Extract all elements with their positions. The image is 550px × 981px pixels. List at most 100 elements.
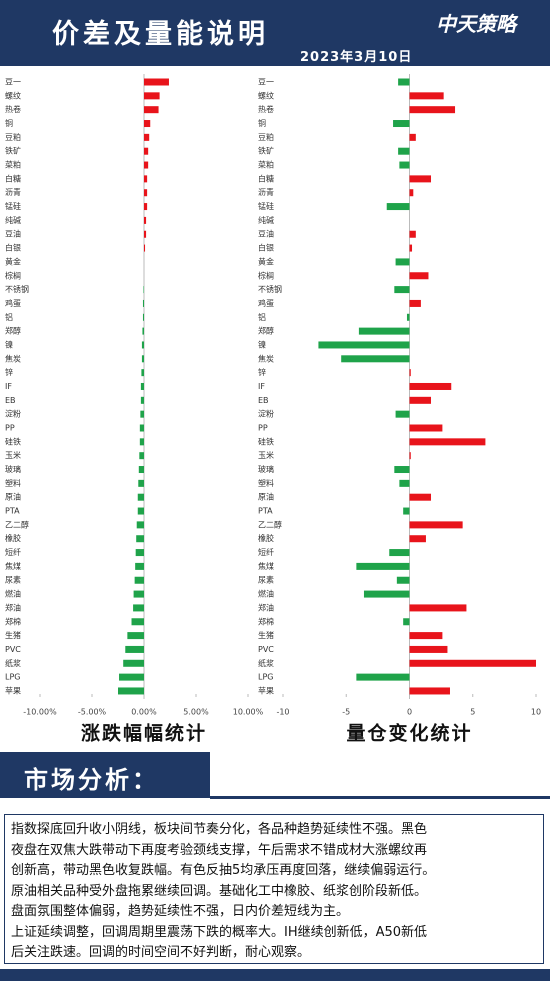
category-label: 棕榈 bbox=[258, 270, 274, 280]
bar bbox=[144, 189, 148, 197]
bar bbox=[119, 673, 144, 681]
bar bbox=[144, 203, 148, 211]
analysis-line: 夜盘在双焦大跌带动下再度考验颈线支撑，午后需求不错成材大涨螺纹再 bbox=[11, 842, 428, 858]
bar bbox=[144, 161, 149, 169]
bar bbox=[356, 562, 410, 570]
bar bbox=[136, 521, 144, 529]
bar bbox=[141, 369, 144, 377]
category-label: 豆一 bbox=[258, 78, 274, 87]
category-label: 铁矿 bbox=[5, 146, 21, 156]
bar bbox=[135, 549, 144, 557]
category-label: 郑棉 bbox=[5, 616, 21, 626]
category-label: 沥青 bbox=[258, 187, 274, 197]
bar bbox=[409, 230, 416, 238]
bar bbox=[133, 604, 144, 612]
bar bbox=[403, 507, 410, 515]
category-label: 锰硅 bbox=[5, 201, 21, 211]
category-label: 铜 bbox=[258, 118, 266, 128]
bar bbox=[409, 424, 443, 432]
bar bbox=[409, 396, 432, 404]
bar bbox=[399, 161, 410, 169]
bar bbox=[139, 452, 144, 460]
x-tick-label: -5.00% bbox=[78, 708, 107, 717]
category-label: 玻璃 bbox=[5, 464, 21, 474]
bar bbox=[139, 424, 144, 432]
category-label: 郑棉 bbox=[258, 616, 274, 626]
category-label: 白糖 bbox=[5, 173, 21, 183]
category-label: 纯碱 bbox=[258, 215, 274, 225]
category-label: 乙二醇 bbox=[258, 519, 282, 529]
bar bbox=[144, 147, 149, 155]
category-label: 生猪 bbox=[5, 630, 21, 640]
category-label: IF bbox=[258, 382, 265, 391]
category-label: IF bbox=[5, 382, 12, 391]
category-label: 乙二醇 bbox=[5, 519, 29, 529]
bar bbox=[137, 507, 144, 515]
header: 价差及量能说明 中天策略 2023年3月10日 bbox=[0, 0, 550, 66]
bar bbox=[409, 645, 448, 653]
category-label: 菜粕 bbox=[5, 160, 21, 170]
x-tick-label: 0 bbox=[407, 708, 412, 717]
bar bbox=[409, 493, 432, 501]
bar bbox=[358, 327, 410, 335]
bar bbox=[356, 673, 410, 681]
x-tick-label: -10 bbox=[276, 708, 289, 717]
category-label: 黄金 bbox=[258, 256, 274, 266]
bar bbox=[398, 78, 410, 86]
bar bbox=[409, 687, 450, 695]
category-label: 菜粕 bbox=[258, 160, 274, 170]
category-label: 热卷 bbox=[5, 104, 21, 114]
bar bbox=[138, 479, 144, 487]
analysis-line: 上证延续调整，回调周期里震荡下跌的概率大。IH继续创新低，A50新低 bbox=[11, 924, 428, 940]
category-label: 苹果 bbox=[5, 685, 21, 695]
category-label: 锌 bbox=[258, 367, 266, 377]
bar bbox=[363, 590, 410, 598]
bar bbox=[398, 147, 410, 155]
bar bbox=[396, 576, 410, 584]
bar bbox=[389, 549, 410, 557]
category-label: 尿素 bbox=[5, 575, 21, 585]
category-label: 不锈钢 bbox=[258, 284, 282, 294]
section-header: 市场分析： bbox=[0, 752, 210, 798]
bar bbox=[409, 604, 467, 612]
analysis-line: 后关注跌速。回调的时间空间不好判断，耐心观察。 bbox=[11, 945, 311, 960]
bar bbox=[144, 175, 148, 183]
category-label: 纸浆 bbox=[258, 658, 274, 668]
category-label: LPG bbox=[5, 673, 20, 682]
category-label: 郑油 bbox=[258, 602, 274, 612]
bar bbox=[123, 659, 144, 667]
bar bbox=[144, 120, 151, 128]
category-label: 焦炭 bbox=[5, 353, 21, 363]
bar bbox=[386, 203, 410, 211]
x-tick-label: 10.00% bbox=[233, 708, 264, 717]
bar bbox=[144, 133, 150, 141]
category-label: 硅铁 bbox=[5, 436, 21, 446]
category-label: 郑油 bbox=[5, 602, 21, 612]
bar bbox=[395, 258, 410, 266]
category-label: 焦煤 bbox=[5, 561, 21, 571]
section-rule bbox=[210, 796, 550, 799]
bar bbox=[131, 618, 144, 626]
category-label: 豆油 bbox=[5, 229, 21, 239]
category-label: 热卷 bbox=[258, 104, 274, 114]
bar bbox=[399, 479, 410, 487]
bar bbox=[143, 286, 144, 294]
bar bbox=[118, 687, 144, 695]
category-label: LPG bbox=[258, 673, 273, 682]
section-title: 市场分析： bbox=[24, 766, 159, 794]
category-label: 郑醇 bbox=[5, 326, 21, 336]
bar bbox=[409, 438, 486, 446]
category-label: 豆油 bbox=[258, 229, 274, 239]
bar bbox=[144, 244, 146, 252]
bar bbox=[409, 133, 416, 141]
category-label: 硅铁 bbox=[258, 436, 274, 446]
category-label: 淀粉 bbox=[258, 409, 274, 419]
bar bbox=[409, 632, 443, 640]
category-label: 短纤 bbox=[258, 547, 274, 557]
category-label: PTA bbox=[258, 507, 273, 516]
category-label: 豆粕 bbox=[258, 132, 274, 142]
category-label: 原油 bbox=[258, 492, 274, 502]
bar bbox=[136, 535, 144, 543]
bar bbox=[127, 632, 144, 640]
category-label: 螺纹 bbox=[5, 90, 21, 100]
